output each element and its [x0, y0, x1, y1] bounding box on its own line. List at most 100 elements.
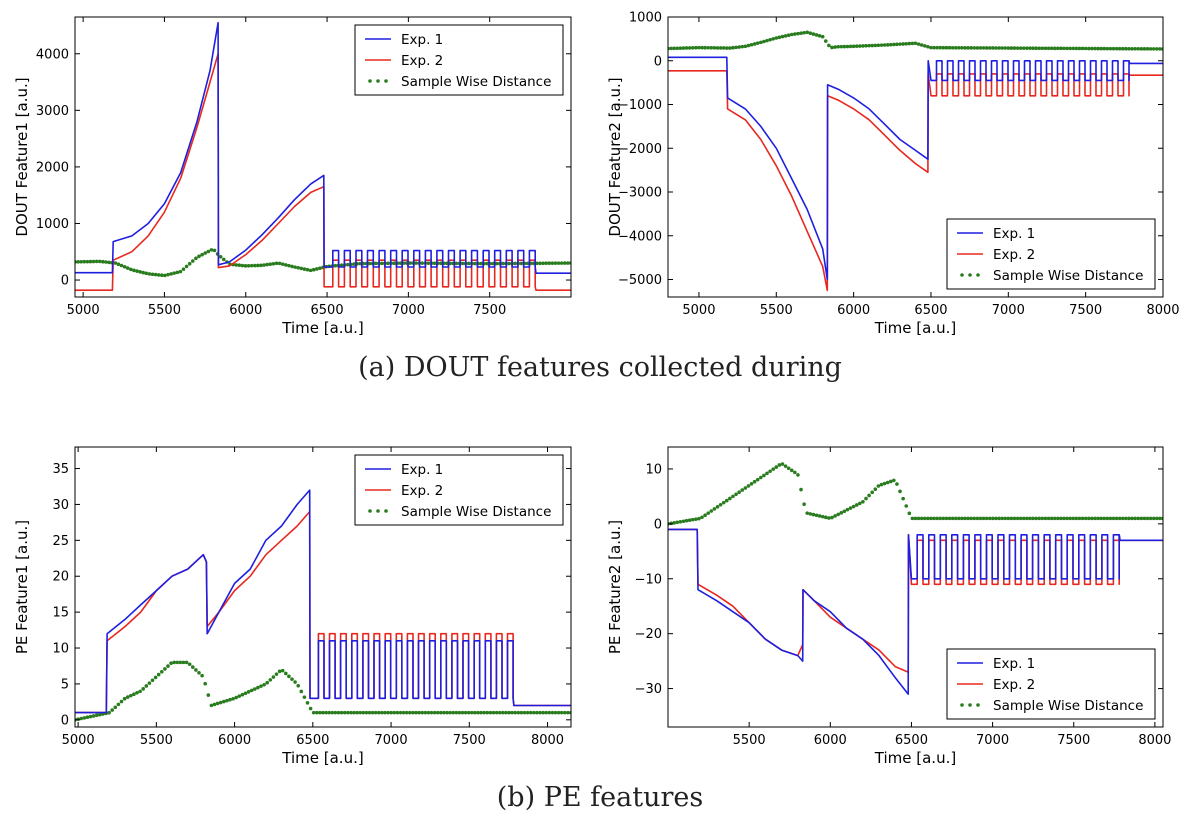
y-tick-label: −4000: [618, 229, 662, 244]
distance-point: [811, 32, 816, 36]
distance-point: [339, 710, 344, 715]
legend-swatch-dot: [368, 79, 372, 83]
distance-point: [1124, 46, 1128, 51]
distance-point: [817, 514, 822, 518]
legend-swatch-dot: [384, 509, 388, 513]
distance-point: [783, 464, 788, 468]
distance-point: [981, 516, 986, 521]
distance-point: [935, 45, 939, 50]
distance-point: [1099, 46, 1103, 51]
distance-point: [892, 478, 896, 483]
distance-point: [888, 479, 893, 484]
distance-point: [1130, 46, 1134, 51]
distance-point: [898, 489, 902, 494]
distance-point: [709, 46, 714, 50]
distance-point: [299, 689, 304, 694]
distance-point: [953, 45, 958, 50]
distance-point: [1117, 516, 1122, 521]
distance-point: [408, 261, 412, 265]
distance-point: [342, 710, 347, 715]
distance-point: [79, 716, 83, 721]
distance-point: [172, 660, 176, 665]
distance-point: [947, 45, 952, 50]
distance-point: [935, 516, 939, 521]
distance-point: [817, 34, 822, 38]
distance-point: [315, 710, 319, 715]
distance-point: [454, 261, 459, 266]
distance-point: [827, 43, 831, 48]
distance-point: [1068, 516, 1072, 521]
distance-point: [1145, 47, 1150, 51]
distance-point: [466, 710, 471, 715]
distance-point: [373, 261, 378, 266]
caption-b: (b) PE features: [496, 782, 704, 813]
distance-point: [88, 259, 93, 264]
distance-point: [984, 516, 989, 521]
distance-point: [135, 269, 139, 273]
distance-point: [119, 263, 124, 268]
distance-point: [882, 43, 887, 47]
distance-point: [284, 263, 288, 267]
distance-point: [265, 262, 270, 267]
distance-point: [414, 710, 418, 715]
distance-point: [1139, 516, 1144, 521]
distance-point: [1158, 516, 1162, 521]
distance-point: [706, 45, 711, 50]
series-sample-wise-distance: [668, 30, 1163, 51]
distance-point: [271, 675, 276, 679]
distance-point: [752, 42, 757, 46]
distance-point: [525, 710, 530, 715]
distance-point: [302, 695, 307, 699]
distance-point: [85, 715, 90, 720]
distance-point: [820, 514, 825, 519]
distance-point: [293, 265, 297, 269]
distance-point: [913, 516, 918, 521]
x-tick-label: 5000: [67, 303, 100, 318]
distance-point: [681, 46, 686, 50]
distance-point: [712, 507, 717, 511]
distance-point: [274, 672, 279, 676]
y-tick-label: 1000: [629, 11, 662, 26]
distance-point: [187, 261, 192, 266]
distance-point: [1006, 516, 1011, 521]
distance-point: [501, 710, 505, 715]
distance-point: [1046, 516, 1051, 521]
y-tick-label: −5000: [618, 273, 662, 288]
legend-swatch-dot: [376, 79, 380, 83]
x-axis-label: Time [a.u.]: [281, 319, 363, 337]
distance-point: [253, 263, 257, 268]
distance-point: [987, 516, 992, 521]
distance-point: [789, 32, 794, 37]
x-tick-label: 7000: [992, 303, 1025, 318]
distance-point: [960, 516, 964, 521]
distance-point: [494, 710, 499, 715]
x-tick-label: 5500: [733, 733, 766, 748]
x-axis-label: Time [a.u.]: [874, 319, 956, 337]
distance-point: [765, 471, 769, 476]
distance-point: [135, 691, 139, 695]
distance-point: [1136, 46, 1141, 51]
distance-point: [559, 261, 564, 265]
distance-point: [1080, 46, 1085, 51]
chart-2: 5000 5500 6000 6500 7000 7500 8000 1000 0 −1000 −2…: [606, 11, 1180, 338]
distance-point: [277, 261, 282, 266]
distance-point: [184, 264, 189, 269]
distance-point: [718, 502, 723, 507]
distance-point: [398, 710, 403, 715]
distance-point: [907, 41, 912, 46]
distance-point: [1102, 46, 1107, 51]
distance-point: [700, 45, 704, 50]
distance-point: [1025, 46, 1029, 50]
distance-point: [259, 684, 263, 688]
distance-point: [82, 716, 87, 720]
distance-point: [975, 516, 980, 521]
distance-point: [516, 710, 521, 715]
legend-entry: Exp. 1: [401, 32, 443, 48]
y-tick-label: 15: [52, 606, 69, 621]
series-exp-1: [668, 528, 1163, 695]
x-tick-label: 6500: [895, 733, 928, 748]
distance-point: [703, 513, 707, 518]
legend-swatch-dot: [368, 509, 372, 513]
distance-point: [349, 710, 353, 715]
distance-point: [687, 518, 692, 522]
